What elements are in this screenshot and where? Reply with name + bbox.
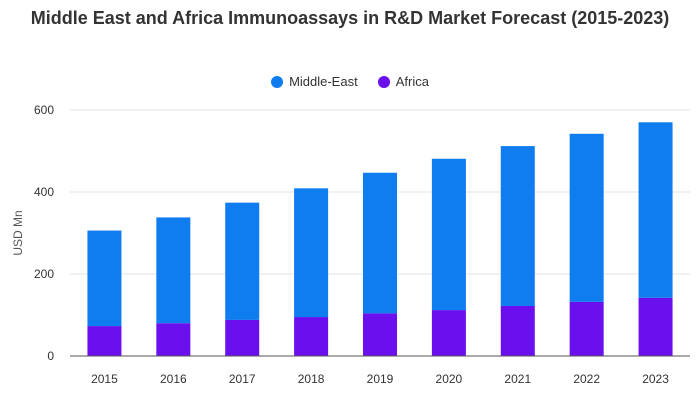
bar-africa-2022[interactable] bbox=[569, 301, 604, 356]
y-axis-ticks: 0 200 400 600 bbox=[34, 103, 54, 363]
bar-middle-east-2022[interactable] bbox=[569, 133, 604, 302]
x-tick-label-2015: 2015 bbox=[91, 372, 118, 386]
bar-middle-east-2017[interactable] bbox=[225, 202, 260, 320]
bar-africa-2017[interactable] bbox=[225, 319, 260, 356]
y-axis-label: USD Mn bbox=[11, 210, 25, 255]
legend-label-africa: Africa bbox=[395, 74, 429, 89]
x-tick-label-2019: 2019 bbox=[367, 372, 394, 386]
legend-label-middle-east: Middle-East bbox=[289, 74, 358, 89]
bar-africa-2019[interactable] bbox=[363, 313, 397, 356]
x-tick-label-2021: 2021 bbox=[504, 372, 531, 386]
bar-africa-2020[interactable] bbox=[431, 310, 466, 356]
x-tick-label-2023: 2023 bbox=[642, 372, 669, 386]
x-tick-label-2016: 2016 bbox=[160, 372, 187, 386]
bar-middle-east-2019[interactable] bbox=[363, 172, 397, 314]
y-tick-label-400: 400 bbox=[34, 185, 54, 199]
bar-africa-2018[interactable] bbox=[294, 317, 329, 356]
x-tick-label-2018: 2018 bbox=[298, 372, 325, 386]
legend-item-middle-east[interactable]: Middle-East bbox=[271, 74, 358, 89]
bars bbox=[87, 122, 673, 356]
bar-middle-east-2021[interactable] bbox=[500, 146, 535, 306]
legend-item-africa[interactable]: Africa bbox=[377, 74, 429, 89]
y-tick-label-0: 0 bbox=[47, 349, 54, 363]
y-tick-label-200: 200 bbox=[34, 267, 54, 281]
bar-middle-east-2016[interactable] bbox=[156, 217, 191, 324]
chart-legend: Middle-East Africa bbox=[0, 74, 700, 89]
legend-swatch-middle-east bbox=[271, 75, 284, 88]
bar-middle-east-2023[interactable] bbox=[638, 122, 673, 298]
x-tick-label-2020: 2020 bbox=[436, 372, 463, 386]
legend-swatch-africa bbox=[377, 75, 390, 88]
y-tick-label-600: 600 bbox=[34, 103, 54, 117]
bar-africa-2021[interactable] bbox=[500, 305, 535, 356]
bar-africa-2016[interactable] bbox=[156, 323, 191, 356]
x-tick-label-2017: 2017 bbox=[229, 372, 256, 386]
bar-middle-east-2015[interactable] bbox=[87, 230, 122, 327]
x-tick-label-2022: 2022 bbox=[573, 372, 600, 386]
bar-middle-east-2018[interactable] bbox=[294, 188, 329, 318]
bar-africa-2023[interactable] bbox=[638, 297, 673, 356]
bar-africa-2015[interactable] bbox=[87, 326, 122, 356]
x-axis-ticks: 2015 2016 2017 2018 2019 2020 2021 2022 2023 bbox=[91, 372, 669, 386]
bar-middle-east-2020[interactable] bbox=[431, 158, 466, 311]
chart-title: Middle East and Africa Immunoassays in R… bbox=[30, 8, 670, 28]
